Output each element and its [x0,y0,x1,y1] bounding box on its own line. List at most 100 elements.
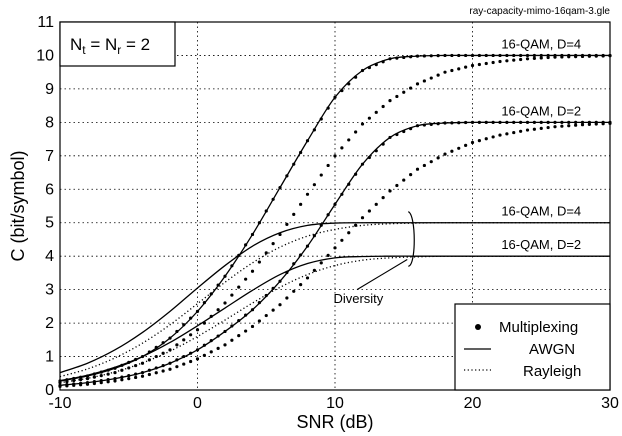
info-box: Nt = Nr = 2 [59,21,176,67]
data-point [305,276,310,280]
data-point [381,142,385,146]
data-point [347,231,351,235]
y-tick-label: 8 [45,114,54,131]
data-point [546,120,550,124]
info-box-sub-t: t [82,43,86,57]
curve-label: 16-QAM, D=2 [501,237,581,252]
data-point [374,202,378,206]
data-point [594,122,598,126]
data-point [113,379,117,383]
data-point [161,363,165,368]
data-point [367,155,371,160]
data-point [574,123,578,127]
data-point [395,94,399,99]
data-point [333,154,337,158]
plot-frame [59,21,611,391]
data-point [340,146,344,150]
data-point [340,238,344,242]
data-point [574,55,578,59]
data-point [271,308,275,312]
data-point [92,375,96,379]
data-point [154,345,158,349]
data-point [560,55,564,59]
data-point [422,123,426,127]
data-point [195,309,200,313]
data-point [519,120,523,124]
data-point [299,253,303,257]
data-point [319,261,323,265]
x-tick-label: 20 [464,395,482,412]
data-point [326,106,330,110]
data-point [484,61,488,66]
y-tick-label: 2 [45,315,54,332]
data-point [175,343,179,347]
series-multiplexing-d-2-rayleigh [58,121,612,388]
data-point [161,369,165,373]
x-tick-label: 30 [601,395,619,412]
data-point [113,377,117,381]
data-point [367,65,371,70]
data-point [85,382,90,386]
x-tick-label: -10 [48,395,71,412]
data-point [216,334,220,338]
series-diversity-d-2-awgn [59,255,610,382]
data-point [580,120,585,124]
y-tick-label: 4 [45,248,54,265]
data-point [601,122,605,126]
data-point [525,57,530,61]
data-point [470,120,475,124]
diversity-label: Diversity [333,291,383,306]
data-point [285,296,289,300]
data-point [374,63,378,67]
data-point [491,120,495,124]
data-point [285,222,289,226]
data-point [168,361,172,365]
data-point [422,54,426,58]
data-point [154,354,158,359]
data-point [560,120,564,124]
data-point [484,53,488,58]
data-point [457,53,461,58]
data-point [525,53,530,58]
data-point [505,59,509,63]
data-point [587,54,591,58]
data-point [450,53,454,58]
series-multiplexing-d-4-rayleigh [58,54,612,385]
data-point [525,128,530,132]
data-point [402,178,406,182]
y-tick-label: 11 [37,14,54,31]
data-point [237,334,241,338]
data-point [216,283,220,287]
data-point [580,54,585,59]
data-point [79,378,83,382]
data-point [388,99,392,103]
data-point [299,283,303,287]
data-point [409,55,413,59]
data-point [498,59,502,64]
data-point [154,366,158,370]
data-point [106,380,110,384]
data-point [72,383,76,387]
info-box-text: Nt = Nr = 2 [70,35,150,57]
data-point [175,358,179,362]
data-point [477,62,481,67]
data-point [216,308,220,312]
data-point [443,121,447,125]
data-point [182,338,186,342]
data-point [175,365,179,369]
data-point [140,361,145,365]
data-point [457,146,461,150]
data-point [140,371,145,375]
data-point [539,120,543,124]
data-point [278,186,282,190]
annotations-layer: 16-QAM, D=4 16-QAM, D=2 16-QAM, D=4 16-QAM,… [333,36,581,306]
data-point [395,183,399,188]
y-tick-label: 9 [45,81,54,98]
data-point [484,120,488,124]
data-point [182,362,186,366]
info-box-mid: = N [86,35,118,54]
legend-label-awgn: AWGN [529,341,575,358]
data-point [209,292,213,296]
series-diversity-d-2-rayleigh [59,255,610,384]
data-point [491,135,495,139]
